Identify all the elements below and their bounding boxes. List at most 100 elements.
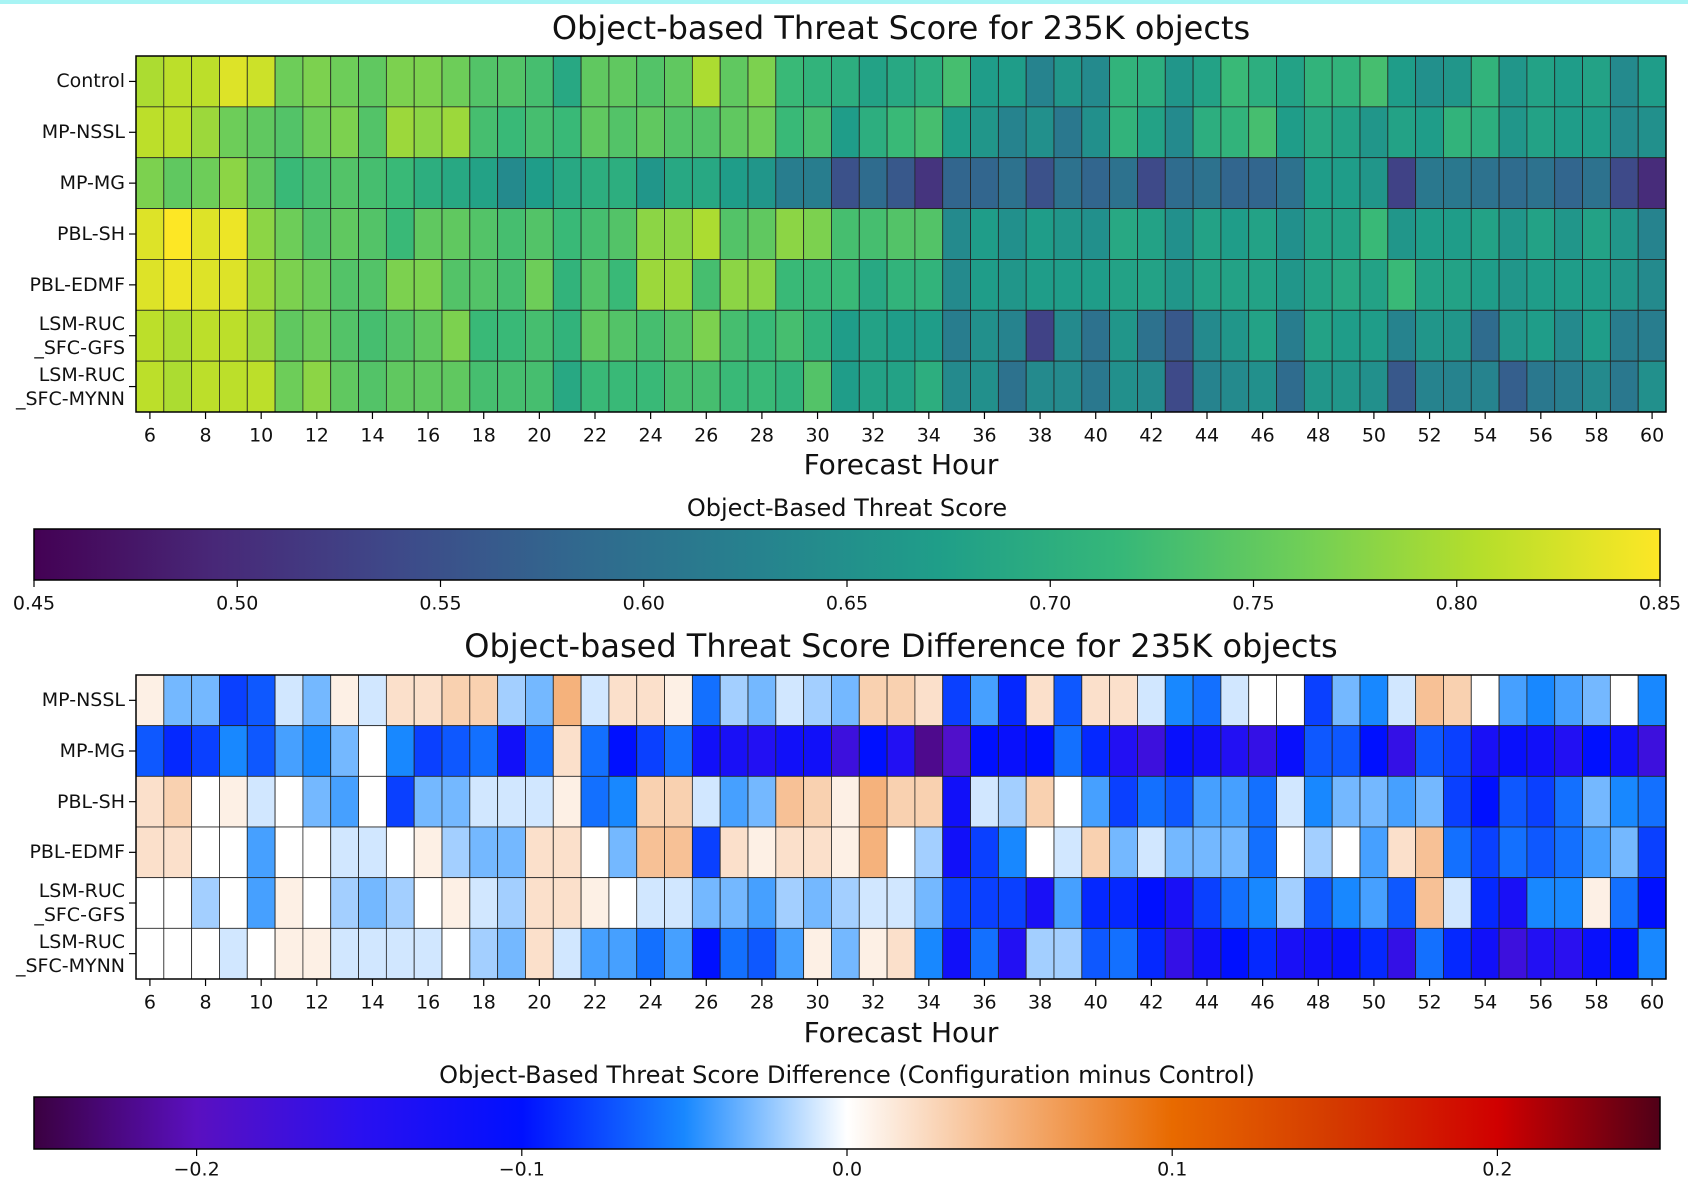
heatmap-cell — [1220, 208, 1250, 260]
heatmap-cell — [1526, 360, 1556, 413]
heatmap-cell — [330, 55, 359, 108]
x-tick-label: 48 — [1306, 425, 1330, 447]
heatmap-cell — [1554, 157, 1583, 209]
heatmap-cell — [1582, 826, 1611, 879]
heatmap-cell — [1415, 259, 1444, 311]
heatmap-cell — [1415, 775, 1444, 828]
heatmap-cell — [1609, 725, 1639, 777]
chart-title: Object-based Threat Score for 235K objec… — [552, 9, 1250, 47]
heatmap-cell — [914, 826, 944, 879]
x-tick-label: 44 — [1195, 425, 1219, 447]
x-tick-label: 58 — [1584, 992, 1608, 1014]
heatmap-cell — [1081, 208, 1111, 260]
plot-frame — [135, 674, 1667, 980]
heatmap-cell — [1109, 725, 1138, 777]
heatmap-cell — [1387, 309, 1417, 362]
colorbar-tick-label: 0.1 — [1157, 1159, 1187, 1181]
x-tick-label: 14 — [360, 425, 384, 447]
heatmap-cell — [525, 360, 554, 413]
heatmap-cell — [330, 208, 359, 260]
heatmap-cell — [552, 360, 582, 413]
heatmap-cell — [997, 674, 1027, 727]
heatmap-cell — [608, 208, 638, 260]
heatmap-cell — [135, 725, 165, 777]
row-label: LSM-RUC _SFC-MYNN — [15, 363, 125, 410]
heatmap-cell — [997, 775, 1027, 828]
heatmap-cell — [858, 208, 888, 260]
heatmap-cell — [1220, 106, 1250, 159]
heatmap-cell — [497, 927, 526, 980]
heatmap-cell — [1387, 55, 1417, 108]
heatmap-cell — [163, 725, 193, 777]
heatmap-cell — [330, 674, 359, 727]
heatmap-cell — [191, 877, 220, 929]
heatmap-cell — [831, 259, 860, 311]
heatmap-cell — [1137, 360, 1166, 413]
x-tick-label: 6 — [144, 992, 156, 1014]
heatmap-cell — [747, 106, 777, 159]
heatmap-cell — [1303, 106, 1333, 159]
heatmap-cell — [219, 259, 248, 311]
x-axis-label: Forecast Hour — [804, 1016, 999, 1049]
heatmap-cell — [580, 877, 610, 929]
heatmap-cell — [385, 208, 415, 260]
heatmap-cell — [1025, 674, 1055, 727]
heatmap-cell — [1109, 309, 1138, 362]
heatmap-cell — [1276, 157, 1305, 209]
heatmap-cell — [970, 360, 999, 413]
heatmap-cell — [1582, 259, 1611, 311]
heatmap-cell — [691, 259, 721, 311]
heatmap-cell — [664, 826, 693, 879]
heatmap-cell — [1276, 877, 1305, 929]
heatmap-cell — [1609, 826, 1639, 879]
heatmap-cell — [914, 208, 944, 260]
heatmap-cell — [803, 259, 832, 311]
heatmap-cell — [246, 775, 276, 828]
heatmap-cell — [942, 877, 971, 929]
heatmap-cell — [413, 208, 443, 260]
heatmap-cell — [385, 55, 415, 108]
heatmap-cell — [1443, 360, 1472, 413]
row-label: LSM-RUC _SFC-GFS — [34, 880, 125, 926]
heatmap-cell — [1220, 259, 1250, 311]
heatmap-cell — [803, 674, 832, 727]
heatmap-cell — [1359, 927, 1389, 980]
heatmap-cell — [1137, 725, 1166, 777]
heatmap-cell — [358, 826, 387, 879]
colorbar — [33, 1096, 1661, 1150]
heatmap-cell — [1192, 674, 1222, 727]
heatmap-cell — [858, 877, 888, 929]
heatmap-cell — [803, 55, 832, 108]
x-tick-label: 46 — [1251, 992, 1275, 1014]
heatmap-cell — [1025, 106, 1055, 159]
heatmap-cell — [1331, 208, 1361, 260]
heatmap-cell — [997, 927, 1027, 980]
heatmap-cell — [831, 157, 860, 209]
heatmap-cell — [580, 55, 610, 108]
heatmap-cell — [497, 775, 526, 828]
heatmap-cell — [413, 877, 443, 929]
heatmap-cell — [1359, 775, 1389, 828]
heatmap-cell — [1303, 927, 1333, 980]
heatmap-cell — [1164, 55, 1194, 108]
heatmap-cell — [1443, 775, 1472, 828]
heatmap-cell — [747, 927, 777, 980]
colorbar-tick-label: 0.2 — [1482, 1159, 1512, 1181]
x-tick-label: 8 — [199, 992, 211, 1014]
heatmap-cell — [747, 360, 777, 413]
heatmap-cell — [1137, 309, 1166, 362]
heatmap-cell — [636, 157, 665, 209]
heatmap-cell — [274, 208, 304, 260]
heatmap-cell — [1164, 725, 1194, 777]
heatmap-cell — [1276, 106, 1305, 159]
heatmap-cell — [580, 106, 610, 159]
heatmap-cell — [274, 877, 304, 929]
heatmap-cell — [413, 725, 443, 777]
colorbar-tick-label: 0.75 — [1232, 593, 1274, 615]
heatmap-cell — [664, 157, 693, 209]
heatmap-cell — [1164, 106, 1194, 159]
heatmap-cell — [1554, 674, 1583, 727]
heatmap-cell — [1443, 877, 1472, 929]
heatmap-cell — [608, 927, 638, 980]
